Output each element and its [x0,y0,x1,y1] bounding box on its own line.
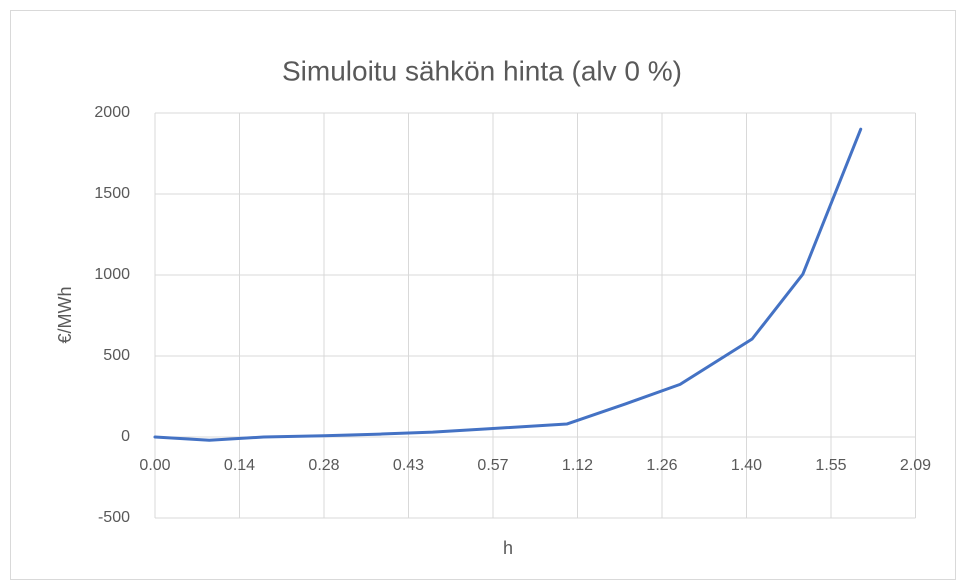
y-tick-label: 1000 [94,266,130,283]
chart-border [10,10,956,580]
x-tick-label: 1.12 [562,457,593,474]
y-tick-label: 1500 [94,185,130,202]
x-tick-label: 1.40 [731,457,762,474]
x-tick-label: 0.14 [224,457,255,474]
x-tick-label: 0.57 [477,457,508,474]
x-axis-label: h [503,538,513,558]
y-tick-label: 0 [121,428,130,445]
y-tick-label: -500 [98,509,130,526]
x-tick-label: 1.26 [646,457,677,474]
y-tick-label: 500 [103,347,130,364]
line-series [153,127,863,442]
x-tick-label: 0.43 [393,457,424,474]
x-tick-label: 0.00 [139,457,170,474]
chart-title: Simuloitu sähkön hinta (alv 0 %) [282,55,682,86]
x-tick-label: 2.09 [900,457,931,474]
y-axis-label: €/MWh [55,286,75,343]
x-tick-label: 1.55 [815,457,846,474]
x-tick-label: 0.28 [308,457,339,474]
y-tick-label: 2000 [94,104,130,121]
